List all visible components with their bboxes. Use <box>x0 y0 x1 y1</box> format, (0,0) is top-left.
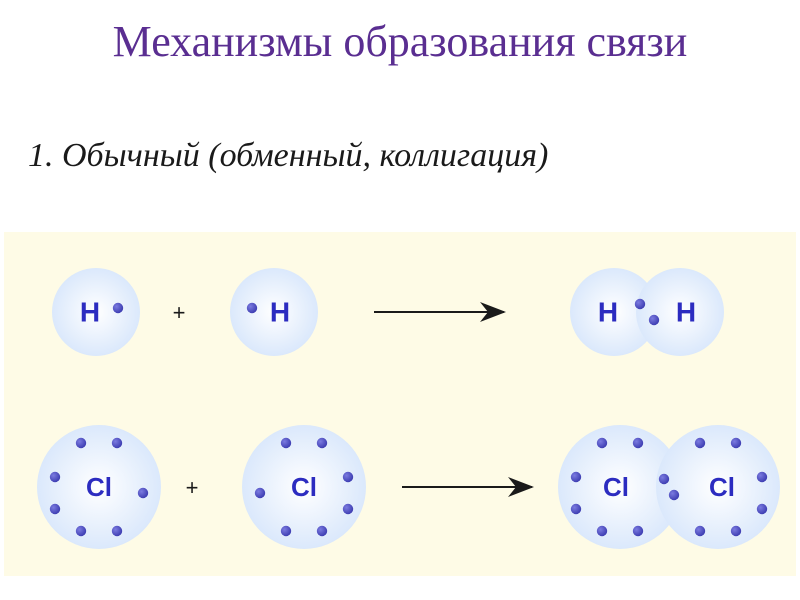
atom-label: Cl <box>86 472 112 502</box>
slide-subtitle: 1. Обычный (обменный, коллигация) <box>28 136 768 175</box>
electron-icon <box>633 438 643 448</box>
atom-label: H <box>598 296 618 327</box>
electron-icon <box>571 504 581 514</box>
atom-label: Cl <box>709 472 735 502</box>
electron-icon <box>343 504 353 514</box>
plus-sign: + <box>186 475 199 500</box>
atom-label: H <box>676 296 696 327</box>
electron-icon <box>281 438 291 448</box>
electron-icon <box>571 472 581 482</box>
atom-label: Cl <box>291 472 317 502</box>
electron-icon <box>659 474 669 484</box>
electron-icon <box>317 438 327 448</box>
electron-icon <box>757 504 767 514</box>
electron-icon <box>113 303 123 313</box>
electron-icon <box>76 438 86 448</box>
electron-icon <box>597 438 607 448</box>
slide-title: Механизмы образования связи <box>0 18 800 66</box>
bond-diagram: H + H H H Cl + Cl Cl Cl <box>4 232 796 576</box>
electron-icon <box>731 526 741 536</box>
electron-icon <box>757 472 767 482</box>
atom-label: H <box>80 296 100 327</box>
electron-icon <box>138 488 148 498</box>
electron-icon <box>317 526 327 536</box>
electron-icon <box>50 472 60 482</box>
electron-icon <box>112 438 122 448</box>
electron-icon <box>112 526 122 536</box>
atom-label: H <box>270 296 290 327</box>
electron-icon <box>669 490 679 500</box>
electron-icon <box>76 526 86 536</box>
electron-icon <box>731 438 741 448</box>
electron-icon <box>695 438 705 448</box>
plus-sign: + <box>173 300 186 325</box>
electron-icon <box>50 504 60 514</box>
electron-icon <box>649 315 659 325</box>
electron-icon <box>255 488 265 498</box>
electron-icon <box>633 526 643 536</box>
electron-icon <box>597 526 607 536</box>
electron-icon <box>635 299 645 309</box>
atom-label: Cl <box>603 472 629 502</box>
electron-icon <box>343 472 353 482</box>
electron-icon <box>281 526 291 536</box>
electron-icon <box>695 526 705 536</box>
electron-icon <box>247 303 257 313</box>
